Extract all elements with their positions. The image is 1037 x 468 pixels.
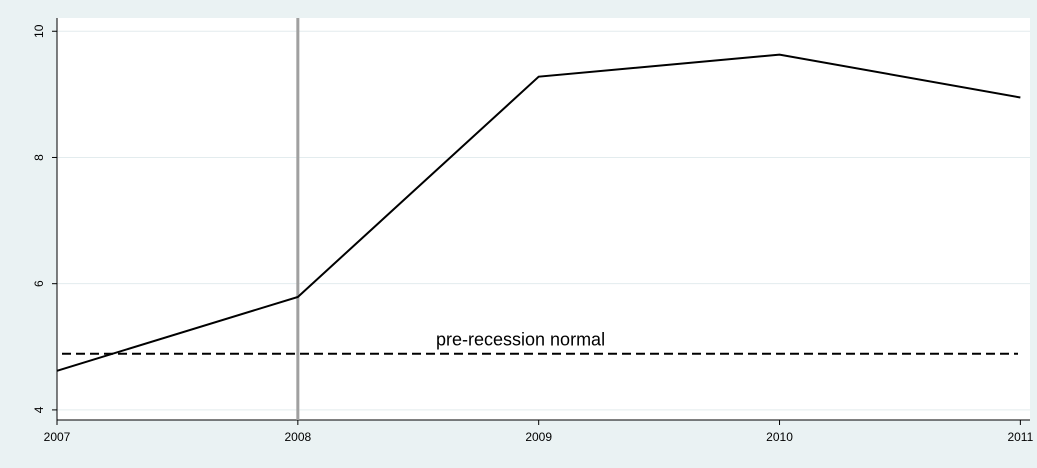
x-tick-label: 2008: [284, 430, 311, 444]
y-tick-label: 10: [32, 24, 46, 38]
x-tick-label: 2007: [44, 430, 71, 444]
y-tick-label: 6: [32, 280, 46, 287]
x-tick-label: 2010: [766, 430, 793, 444]
annotation: pre-recession normal: [436, 329, 605, 349]
y-tick-label: 4: [32, 406, 46, 413]
line-series: [56, 53, 1021, 372]
x-tick-label: 2009: [525, 430, 552, 444]
plot-area: [57, 18, 1030, 420]
x-tick-label: 2011: [1007, 430, 1033, 444]
y-tick-label: 8: [32, 154, 46, 161]
